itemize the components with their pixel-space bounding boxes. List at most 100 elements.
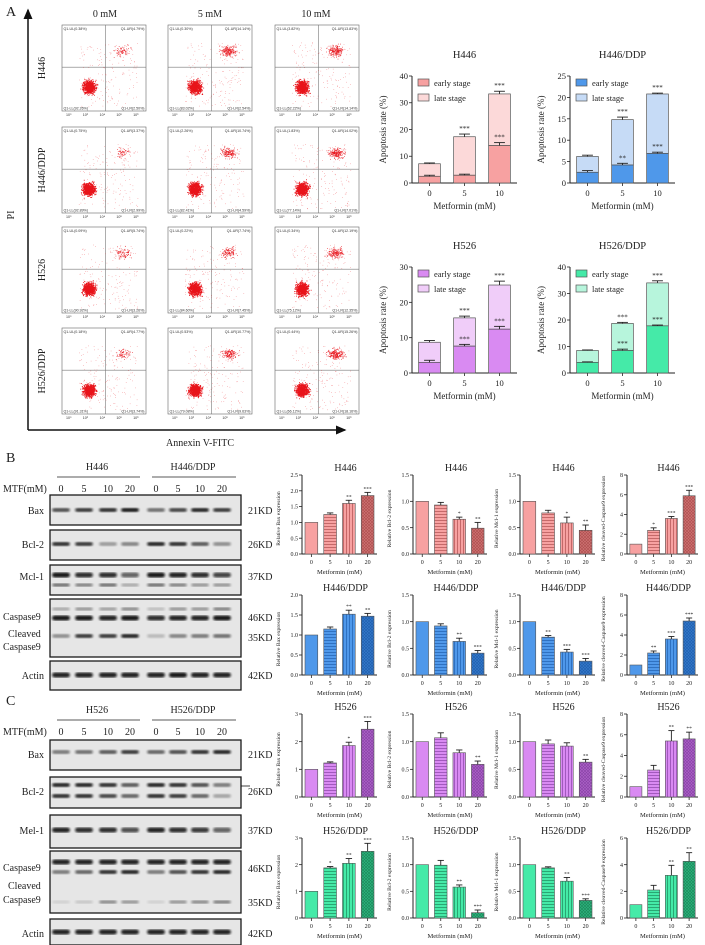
event-dot [339, 55, 341, 57]
event-dot [87, 91, 89, 92]
event-dot [198, 149, 200, 151]
event-dot [97, 48, 98, 49]
event-dot [195, 81, 197, 83]
event-dot [199, 86, 201, 87]
event-dot [226, 56, 227, 57]
event-dot [89, 183, 91, 185]
event-dot [135, 67, 137, 69]
event-dot [304, 67, 305, 68]
event-dot [121, 50, 123, 52]
event-dot [232, 151, 234, 153]
event-dot [90, 183, 92, 184]
event-dot [296, 88, 298, 90]
event-dot [307, 87, 309, 89]
event-dot [221, 198, 223, 200]
event-dot [296, 85, 298, 87]
event-dot [129, 179, 130, 180]
event-dot [323, 56, 325, 58]
event-dot [219, 196, 221, 198]
event-dot [330, 53, 332, 54]
event-dot [89, 165, 91, 166]
event-dot [192, 191, 193, 192]
event-dot [199, 146, 200, 148]
event-dot [109, 60, 111, 61]
event-dot [228, 50, 230, 52]
event-dot [94, 91, 96, 93]
event-dot [346, 81, 347, 83]
event-dot [111, 79, 113, 80]
event-dot [240, 45, 242, 46]
event-dot [115, 191, 117, 193]
event-dot [125, 53, 127, 55]
event-dot [298, 81, 300, 83]
event-dot [229, 87, 231, 88]
event-dot [187, 86, 189, 88]
flow-cytometry-grid: 0 mM 5 mM 10 mMH446H446/DDPH526H526/DDPQ1-… [37, 9, 360, 420]
event-dot [229, 46, 231, 48]
event-dot [86, 86, 88, 88]
event-dot [92, 191, 94, 192]
event-dot [301, 83, 303, 85]
event-dot [121, 53, 123, 54]
event-dot [196, 184, 197, 186]
event-dot [81, 155, 83, 157]
event-dot [208, 75, 209, 76]
event-dot [87, 186, 88, 188]
event-dot [228, 154, 229, 156]
event-dot [326, 47, 327, 49]
event-dot [194, 89, 196, 90]
event-dot [196, 79, 198, 80]
event-dot [88, 82, 90, 83]
event-dot [201, 86, 203, 88]
event-dot [221, 154, 222, 156]
event-dot [192, 85, 194, 87]
flow-row-label: H446/DDP [37, 147, 48, 192]
event-dot [292, 78, 293, 80]
event-dot [232, 49, 234, 50]
event-dot [309, 106, 310, 107]
event-dot [89, 93, 91, 95]
event-dot [84, 82, 86, 84]
event-dot [194, 83, 195, 85]
event-dot [115, 202, 116, 204]
event-dot [94, 83, 96, 85]
event-dot [297, 90, 299, 91]
event-dot [90, 86, 92, 88]
event-dot [97, 59, 98, 61]
plot-frame [274, 24, 360, 112]
event-dot [196, 183, 197, 184]
event-dot [85, 90, 87, 92]
event-dot [93, 192, 95, 193]
event-dot [235, 52, 236, 54]
event-dot [200, 160, 201, 162]
event-dot [86, 91, 88, 93]
event-dot [337, 49, 339, 51]
event-dot [200, 88, 201, 90]
event-dot [307, 84, 309, 86]
event-dot [96, 84, 97, 85]
flow-column-label: 5 mM [198, 9, 222, 20]
event-dot [300, 93, 302, 94]
event-dot [100, 184, 102, 185]
event-dot [229, 80, 231, 81]
event-dot [123, 60, 124, 61]
event-dot [329, 50, 331, 52]
event-dot [188, 193, 189, 195]
event-dot [226, 51, 228, 52]
event-dot [333, 49, 335, 51]
x-tick-label: 10⁶ [133, 113, 139, 117]
event-dot [83, 197, 85, 199]
event-dot [87, 83, 89, 85]
event-dot [304, 87, 306, 88]
event-dot [225, 153, 226, 154]
event-dot [96, 157, 98, 158]
event-dot [84, 93, 86, 95]
event-dot [190, 90, 192, 91]
event-dot [344, 49, 346, 50]
event-dot [192, 91, 194, 93]
event-dot [119, 157, 121, 158]
event-dot [307, 91, 309, 93]
event-dot [92, 79, 94, 81]
event-dot [83, 190, 85, 192]
event-dot [233, 53, 235, 55]
